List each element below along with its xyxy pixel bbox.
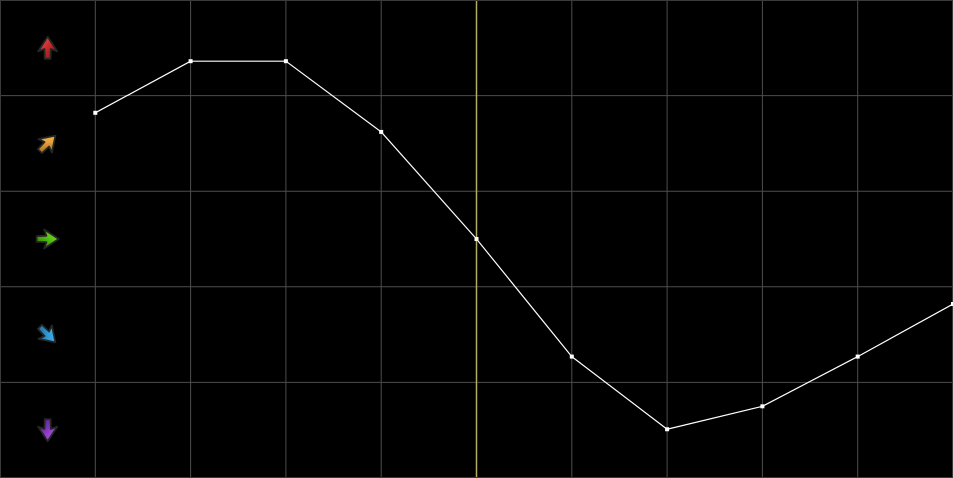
arrow-down-right-icon-shape bbox=[36, 323, 57, 344]
data-point-marker bbox=[188, 59, 193, 64]
arrow-down-icon-shape bbox=[37, 418, 59, 443]
data-point-marker bbox=[379, 129, 384, 134]
data-point-marker bbox=[283, 59, 288, 64]
arrow-right-icon bbox=[35, 228, 60, 250]
arrow-down-icon bbox=[37, 418, 59, 443]
arrow-up-icon bbox=[37, 35, 59, 60]
arrow-down-right-icon bbox=[36, 323, 57, 344]
arrow-up-icon-shape bbox=[37, 35, 59, 60]
data-line bbox=[94, 60, 953, 430]
arrow-up-right-icon-shape bbox=[36, 134, 57, 155]
arrow-up-right-icon bbox=[36, 134, 57, 155]
data-point-marker bbox=[474, 237, 479, 241]
arrow-right-icon-shape bbox=[35, 228, 60, 250]
data-point-marker bbox=[951, 302, 953, 307]
data-point-marker bbox=[93, 110, 98, 115]
data-point-marker bbox=[760, 404, 765, 409]
data-point-marker bbox=[855, 354, 860, 359]
data-point-marker bbox=[569, 354, 574, 359]
data-point-marker bbox=[665, 427, 670, 432]
